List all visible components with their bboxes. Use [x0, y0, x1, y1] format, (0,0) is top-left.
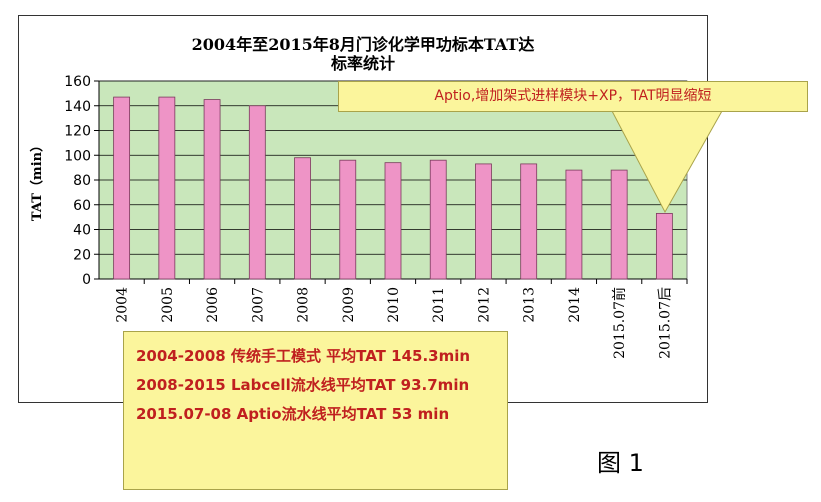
x-tick-label: 2011	[431, 287, 447, 323]
x-tick-label: 2015.07前	[611, 287, 628, 359]
bar-2006	[203, 99, 221, 280]
callout-annotation: Aptio,增加架式进样模块+XP，TAT明显缩短	[338, 81, 808, 112]
x-tick-label: 2007	[250, 287, 266, 323]
y-tick-label: 40	[73, 223, 91, 239]
summary-line-3: 2015.07-08 Aptio流水线平均TAT 53 min	[136, 405, 450, 423]
x-tick-label: 2010	[386, 287, 402, 323]
x-tick-label: 2014	[567, 287, 583, 323]
summary-box: 2004-2008 传统手工模式 平均TAT 145.3min 2008-201…	[123, 331, 508, 490]
bar-2009	[339, 159, 357, 280]
y-tick-label: 140	[64, 99, 91, 115]
y-tick-label: 120	[64, 124, 91, 140]
y-tick-label: 160	[64, 74, 91, 90]
bar-2015.07后	[655, 213, 673, 280]
bar-2004	[113, 96, 131, 280]
x-tick-label: 2012	[476, 287, 492, 323]
x-tick-label: 2006	[205, 287, 221, 323]
x-tick-label: 2008	[296, 287, 312, 323]
y-axis-label: TAT（min）	[29, 139, 45, 221]
x-tick-label: 2004	[115, 287, 131, 323]
bar-2008	[294, 157, 311, 280]
y-tick-label: 20	[73, 247, 91, 263]
bar-2010	[384, 162, 402, 280]
bar-2013	[520, 163, 538, 280]
x-tick-label: 2015.07后	[657, 287, 673, 359]
y-tick-label: 80	[73, 173, 91, 189]
y-tick-label: 100	[64, 148, 91, 164]
bar-2011	[429, 159, 447, 280]
bar-2007	[248, 105, 266, 280]
bar-2012	[475, 163, 492, 280]
y-tick-label: 0	[82, 272, 91, 288]
x-tick-label: 2005	[160, 287, 176, 323]
x-tick-label: 2009	[341, 287, 357, 323]
chart-title-line2: 标率统计	[330, 54, 395, 73]
x-tick-label: 2013	[522, 287, 538, 323]
bar-2015.07前	[610, 169, 628, 280]
bar-2005	[158, 96, 176, 280]
summary-line-2: 2008-2015 Labcell流水线平均TAT 93.7min	[136, 376, 470, 394]
y-tick-label: 60	[73, 198, 91, 214]
bar-2014	[565, 169, 583, 280]
summary-line-1: 2004-2008 传统手工模式 平均TAT 145.3min	[136, 347, 471, 365]
chart-title: 2004年至2015年8月门诊化学甲功标本TAT达	[192, 35, 535, 54]
figure-label: 图 1	[597, 449, 644, 477]
